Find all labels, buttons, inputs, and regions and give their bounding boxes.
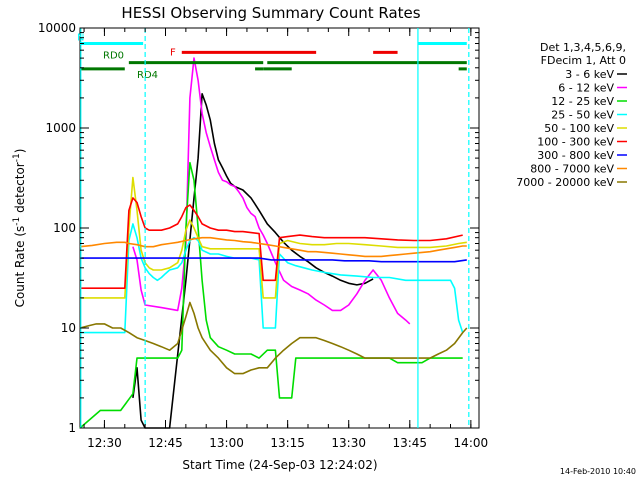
series-line-7: [79, 236, 467, 258]
x-tick-label-2: 13:00: [209, 436, 244, 450]
chart-title: HESSI Observing Summary Count Rates: [121, 4, 420, 22]
series-line-2: [79, 161, 463, 429]
series-line-5: [80, 197, 463, 290]
series-line-6: [80, 257, 467, 263]
flag-bar-layer: NFRD0RD4: [77, 32, 467, 81]
series-line-8: [79, 301, 468, 375]
x-axis-label: Start Time (24-Sep-03 12:24:02): [182, 458, 377, 472]
legend-entry-label-3: 25 - 50 keV: [551, 109, 614, 122]
legend-entry-label-5: 100 - 300 keV: [537, 136, 614, 149]
legend-entry-label-6: 300 - 800 keV: [537, 149, 614, 162]
legend-entry-label-0: 3 - 6 keV: [565, 68, 614, 81]
series-line-4: [80, 176, 467, 299]
series-line-1: [132, 57, 411, 325]
y-tick-label-0: 1: [68, 421, 76, 435]
x-tick-label-3: 13:15: [270, 436, 305, 450]
y-axis-label-end: ): [13, 149, 27, 154]
legend-entry-label-2: 12 - 25 keV: [551, 95, 614, 108]
flag-label-3: RD4: [137, 70, 158, 81]
x-tick-label-6: 14:00: [454, 436, 489, 450]
tick-layer: 12:30 12:45 13:00 13:15 13:30 13:45 14:00 1 10 10…: [38, 21, 488, 450]
y-axis-label-tail: detector: [13, 162, 27, 217]
x-tick-label-0: 12:30: [87, 436, 122, 450]
y-tick-label-3: 1000: [45, 121, 76, 135]
legend-entry-label-7: 800 - 7000 keV: [530, 163, 614, 176]
footer-timestamp: 14-Feb-2010 10:40: [560, 467, 636, 476]
legend-entry-label-1: 6 - 12 keV: [558, 82, 614, 95]
legend: Det 1,3,4,5,6,9, FDecim 1, Att 0 3 - 6 k…: [516, 41, 627, 189]
legend-header-line-2: FDecim 1, Att 0: [541, 54, 626, 67]
y-axis-label: Count Rate (s-1 detector-1): [12, 149, 27, 308]
y-tick-label-2: 100: [53, 221, 76, 235]
plot-frame: [79, 27, 480, 429]
data-layer: [79, 57, 468, 429]
y-tick-label-4: 10000: [38, 21, 76, 35]
x-tick-label-5: 13:45: [392, 436, 427, 450]
flag-label-1: F: [170, 47, 176, 58]
x-tick-label-4: 13:30: [331, 436, 366, 450]
legend-header-line-1: Det 1,3,4,5,6,9,: [540, 41, 626, 54]
flag-label-2: RD0: [103, 51, 124, 62]
y-tick-label-1: 10: [61, 321, 76, 335]
y-axis-label-main: Count Rate (s: [13, 226, 27, 308]
x-tick-label-1: 12:45: [148, 436, 183, 450]
series-line-3: [80, 223, 464, 334]
y-axis-label-sup: -1: [12, 217, 22, 226]
legend-entry-label-8: 7000 - 20000 keV: [516, 176, 614, 189]
legend-entry-label-4: 50 - 100 keV: [544, 122, 614, 135]
y-axis-label-sup2: -1: [12, 153, 22, 162]
